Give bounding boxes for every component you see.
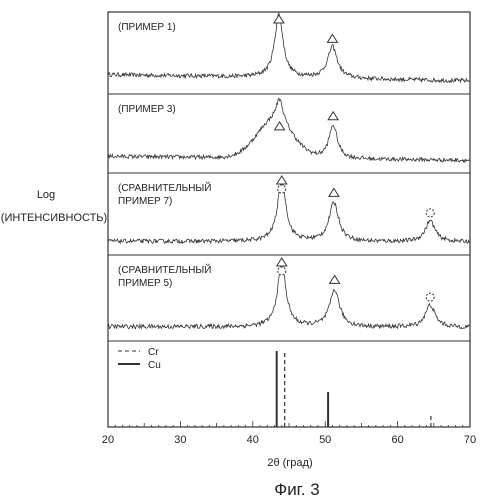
- x-tick-label: 30: [174, 434, 186, 446]
- panel-label-2-line-1: (ПРИМЕР 3): [118, 104, 176, 115]
- legend-label-cr: Cr: [148, 347, 159, 358]
- y-axis-label-line1: Log: [37, 189, 55, 201]
- x-tick-label: 20: [102, 434, 114, 446]
- peak-triangle-marker: [329, 188, 339, 196]
- peak-triangle-marker: [277, 258, 287, 266]
- plot-frame: [108, 12, 470, 427]
- panel-label-3-line-1: (СРАВНИТЕЛЬНЫЙ: [118, 181, 211, 194]
- peak-circle-marker: [426, 209, 434, 217]
- peak-triangle-marker: [328, 112, 338, 120]
- peak-triangle-marker: [275, 122, 285, 130]
- x-axis: 20 30 40 50 60 70: [102, 421, 476, 446]
- reference-panel: Cr Cu: [118, 347, 431, 427]
- peak-triangle-marker: [277, 176, 287, 184]
- panel-frames: [108, 12, 470, 427]
- peak-triangle-marker: [330, 275, 340, 283]
- panel-label-4-line-1: (СРАВНИТЕЛЬНЫЙ: [118, 263, 211, 276]
- peak-circle-marker: [278, 267, 286, 275]
- y-axis-label-line2: (ИНТЕНСИВНОСТЬ): [1, 212, 107, 224]
- panel-label-3-line-2: ПРИМЕР 7): [118, 196, 172, 207]
- x-tick-label: 50: [319, 434, 331, 446]
- peak-circle-marker: [278, 185, 286, 193]
- x-tick-label: 70: [464, 434, 476, 446]
- peak-triangle-marker: [327, 34, 337, 42]
- panel-label-4-line-2: ПРИМЕР 5): [118, 278, 172, 289]
- x-tick-label: 40: [247, 434, 259, 446]
- x-axis-label: 2θ (град): [267, 457, 312, 469]
- peak-markers: [274, 15, 434, 301]
- peak-triangle-marker: [274, 15, 284, 23]
- peak-circle-marker: [426, 293, 434, 301]
- x-tick-label: 60: [391, 434, 403, 446]
- legend-label-cu: Cu: [148, 360, 161, 371]
- figure-caption: Фиг. 3: [274, 480, 319, 499]
- panel-label-1-line-1: (ПРИМЕР 1): [118, 22, 176, 33]
